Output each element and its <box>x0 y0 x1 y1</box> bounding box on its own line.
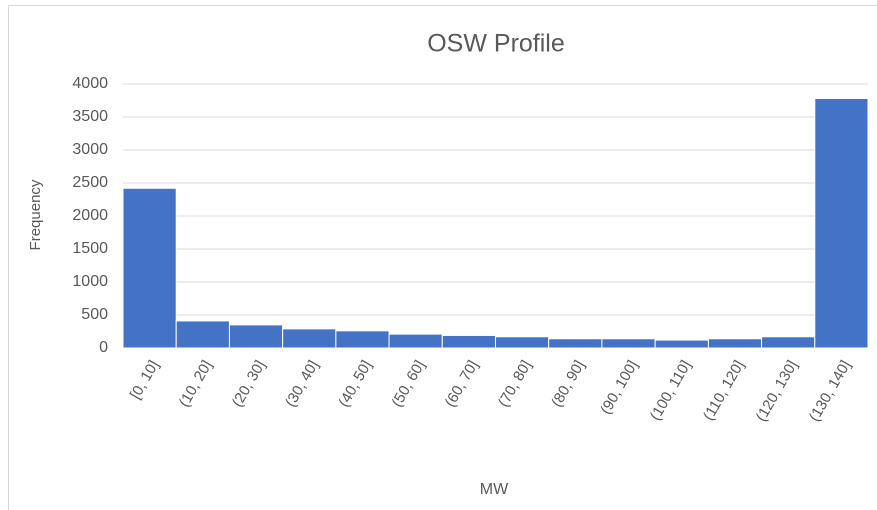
bar <box>495 336 550 349</box>
bar <box>175 320 230 349</box>
bar <box>707 338 763 349</box>
bar <box>228 324 284 349</box>
y-tick-label: 2000 <box>72 207 108 224</box>
y-tick-label: 3500 <box>72 108 108 125</box>
y-tick-label: 3000 <box>72 141 108 158</box>
y-tick-label: 500 <box>81 306 108 323</box>
bar <box>814 98 869 349</box>
bar <box>548 338 603 349</box>
bar <box>761 336 816 349</box>
y-axis-label: Frequency <box>27 179 44 250</box>
y-tick-label: 1500 <box>72 240 108 257</box>
bar <box>122 187 177 349</box>
chart-title: OSW Profile <box>427 30 565 58</box>
bar <box>601 338 656 349</box>
y-tick-label: 2500 <box>72 174 108 191</box>
bar <box>282 328 337 349</box>
bar <box>654 339 709 349</box>
x-axis-label: MW <box>480 481 509 498</box>
bar <box>335 330 390 349</box>
bar <box>441 334 496 349</box>
y-tick-label: 1000 <box>72 273 108 290</box>
y-tick-label: 4000 <box>72 75 108 92</box>
y-tick-label: 0 <box>99 339 108 356</box>
bar <box>388 333 443 349</box>
